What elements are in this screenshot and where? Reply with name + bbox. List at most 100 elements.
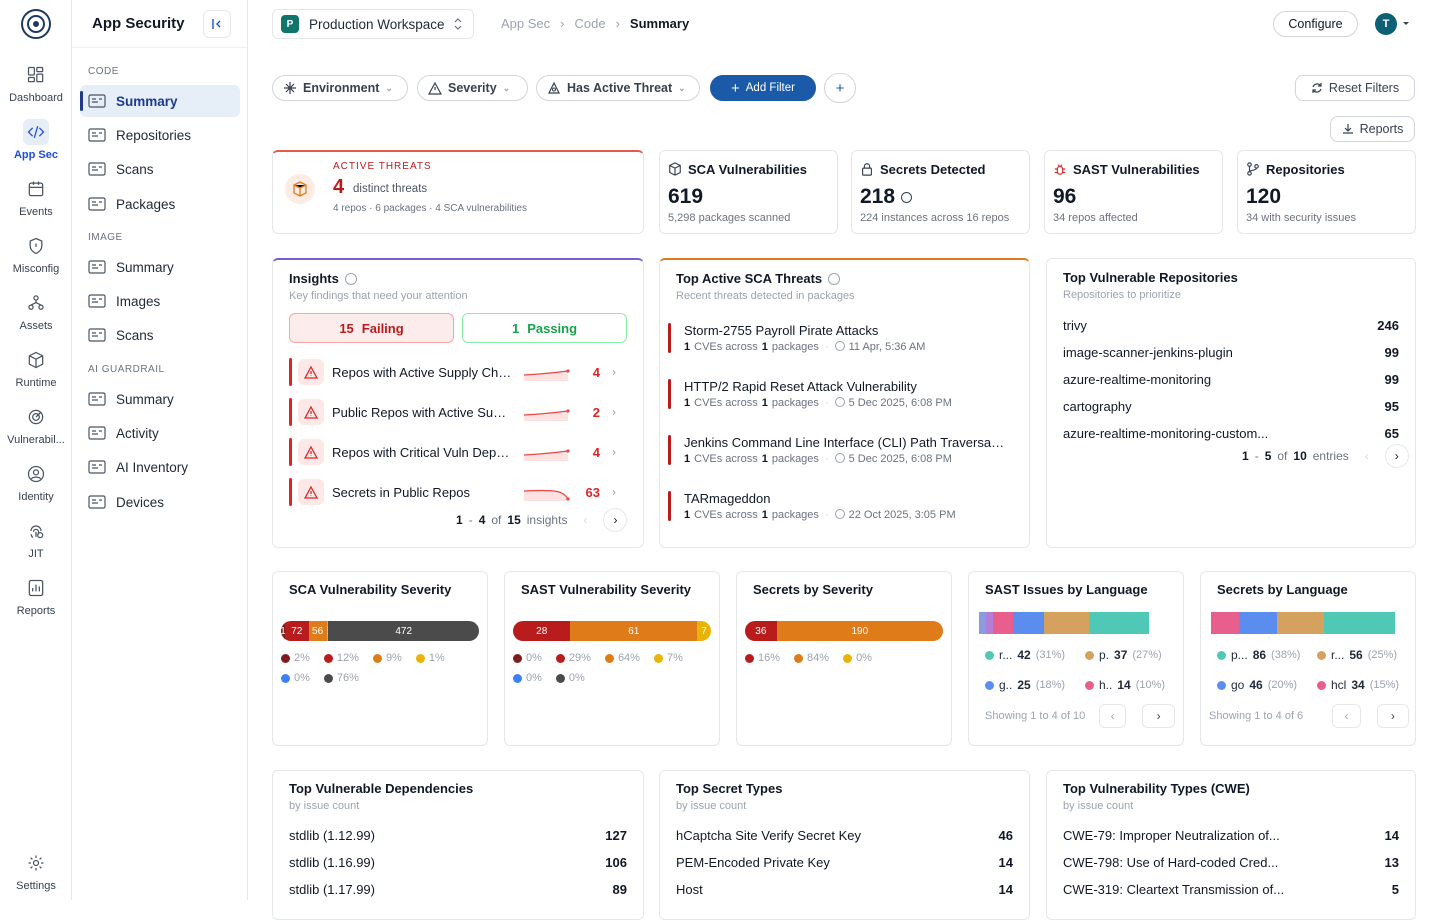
rail-item-events[interactable]: Events (0, 176, 72, 218)
rail-item-runtime[interactable]: Runtime (0, 347, 72, 389)
reports-button[interactable]: Reports (1330, 116, 1415, 142)
collapse-sidebar-button[interactable] (203, 10, 231, 38)
rail-item-misconfig[interactable]: Misconfig (0, 233, 72, 275)
language-segment[interactable] (1276, 612, 1324, 634)
sidebar-item-summary[interactable]: Summary (80, 383, 240, 415)
severity-segment[interactable]: 1 (281, 621, 285, 641)
environment-filter[interactable]: Environment ⌄ (272, 75, 408, 101)
sidebar-item-scans[interactable]: Scans (80, 319, 240, 351)
language-item[interactable]: g.. 25 (18%) (985, 670, 1085, 700)
rail-item-assets[interactable]: Assets (0, 290, 72, 332)
logo-icon[interactable] (20, 8, 52, 40)
passing-tab[interactable]: 1 Passing (462, 313, 627, 343)
sidebar-item-ai-inventory[interactable]: AI Inventory (80, 451, 240, 483)
threat-row[interactable]: Jenkins Command Line Interface (CLI) Pat… (668, 431, 1008, 467)
rail-item-app-sec[interactable]: App Sec (0, 119, 72, 161)
prev-page-icon[interactable]: ‹ (1364, 449, 1369, 463)
threat-row[interactable]: TARmageddon 1 CVEs across 1 packages · 22 Oct … (668, 487, 1008, 523)
language-item[interactable]: h.. 14 (10%) (1085, 670, 1185, 700)
language-segment[interactable] (1043, 612, 1090, 634)
threat-row[interactable]: HTTP/2 Rapid Reset Attack Vulnerability 1… (668, 375, 1008, 411)
language-segment[interactable] (979, 612, 986, 634)
repo-row[interactable]: image-scanner-jenkins-plugin 99 (1063, 345, 1399, 360)
repo-row[interactable]: trivy 246 (1063, 318, 1399, 333)
next-page-icon[interactable]: › (1384, 444, 1409, 468)
insight-row[interactable]: Secrets in Public Repos 63 › (289, 478, 625, 506)
user-avatar[interactable]: T (1375, 13, 1397, 35)
active-threat-filter[interactable]: Has Active Threat ⌄ (536, 75, 700, 101)
severity-segment[interactable]: 6 (326, 621, 329, 641)
list-row[interactable]: hCaptcha Site Verify Secret Key 46 (676, 828, 1013, 843)
list-row[interactable]: stdlib (1.16.99) 106 (289, 855, 627, 870)
language-segment[interactable] (985, 612, 993, 634)
rail-item-settings[interactable]: Settings (0, 850, 72, 892)
language-item[interactable]: p... 86 (38%) (1217, 640, 1317, 670)
language-segment[interactable] (1211, 612, 1240, 634)
rail-item-vulnerabil[interactable]: Vulnerabil... (0, 404, 72, 446)
severity-segment[interactable]: 72 (284, 621, 309, 641)
rail-item-jit[interactable]: JIT (0, 518, 72, 560)
active-threats-card[interactable]: ACTIVE THREATS 4 distinct threats 4 repo… (272, 150, 644, 234)
add-filter-button[interactable]: + Add Filter (710, 75, 816, 101)
list-row[interactable]: CWE-798: Use of Hard-coded Cred... 13 (1063, 855, 1399, 870)
severity-segment[interactable]: 7 (697, 621, 711, 641)
language-item[interactable]: r... 42 (31%) (985, 640, 1085, 670)
rail-item-reports[interactable]: Reports (0, 575, 72, 617)
severity-segment[interactable]: 472 (328, 621, 479, 641)
next-page-icon[interactable]: › (603, 508, 628, 532)
language-item[interactable]: hcl 34 (15%) (1317, 670, 1417, 700)
user-menu-chevron-icon[interactable] (1402, 21, 1410, 27)
failing-tab[interactable]: 15 Failing (289, 313, 454, 343)
list-row[interactable]: Host 14 (676, 882, 1013, 897)
sidebar-item-summary[interactable]: Summary (80, 251, 240, 283)
sidebar-item-scans[interactable]: Scans (80, 153, 240, 185)
sidebar-item-activity[interactable]: Activity (80, 417, 240, 449)
prev-page-button[interactable]: ‹ (1332, 704, 1361, 728)
workspace-selector[interactable]: P Production Workspace (272, 9, 474, 39)
reset-filters-button[interactable]: Reset Filters (1295, 75, 1415, 101)
list-row[interactable]: PEM-Encoded Private Key 14 (676, 855, 1013, 870)
stat-card-sast-vulnerabilities[interactable]: SAST Vulnerabilities 96 34 repos affected (1044, 150, 1223, 234)
quick-add-button[interactable]: + (824, 73, 856, 103)
language-item[interactable]: go 46 (20%) (1217, 670, 1317, 700)
stat-card-sca-vulnerabilities[interactable]: SCA Vulnerabilities 619 5,298 packages sca… (659, 150, 838, 234)
sidebar-item-devices[interactable]: Devices (80, 486, 240, 518)
sidebar-item-summary[interactable]: Summary (80, 85, 240, 117)
severity-filter[interactable]: Severity ⌄ (417, 75, 528, 101)
crumb-app-sec[interactable]: App Sec (501, 16, 551, 31)
repo-row[interactable]: cartography 95 (1063, 399, 1399, 414)
prev-page-icon[interactable]: ‹ (583, 513, 588, 527)
configure-button[interactable]: Configure (1273, 11, 1358, 37)
list-row[interactable]: CWE-319: Cleartext Transmission of... 5 (1063, 882, 1399, 897)
list-row[interactable]: stdlib (1.12.99) 127 (289, 828, 627, 843)
info-icon[interactable] (901, 191, 913, 203)
sidebar-item-packages[interactable]: Packages (80, 188, 240, 220)
repo-row[interactable]: azure-realtime-monitoring 99 (1063, 372, 1399, 387)
list-row[interactable]: stdlib (1.17.99) 89 (289, 882, 627, 897)
stat-card-secrets-detected[interactable]: Secrets Detected 218 224 instances across … (851, 150, 1030, 234)
language-item[interactable]: p. 37 (27%) (1085, 640, 1185, 670)
rail-item-dashboard[interactable]: Dashboard (0, 62, 72, 104)
language-segment[interactable] (1089, 612, 1149, 634)
threat-row[interactable]: Storm-2755 Payroll Pirate Attacks 1 CVEs a… (668, 319, 1008, 355)
prev-page-button[interactable]: ‹ (1099, 704, 1127, 728)
next-page-button[interactable]: › (1142, 704, 1175, 728)
language-segment[interactable] (1239, 612, 1277, 634)
severity-segment[interactable]: 190 (776, 621, 943, 641)
language-segment[interactable] (1323, 612, 1395, 634)
language-item[interactable]: r... 56 (25%) (1317, 640, 1417, 670)
rail-item-identity[interactable]: Identity (0, 461, 72, 503)
severity-segment[interactable]: 28 (513, 621, 571, 641)
language-segment[interactable] (1012, 612, 1044, 634)
info-icon[interactable] (828, 272, 841, 285)
insight-row[interactable]: Repos with Critical Vuln Dependencies 4 › (289, 438, 625, 466)
info-icon[interactable] (344, 272, 357, 285)
crumb-code[interactable]: Code (574, 16, 606, 31)
insight-row[interactable]: Repos with Active Supply Chain Threats 4 › (289, 358, 625, 386)
sidebar-item-images[interactable]: Images (80, 285, 240, 317)
repo-row[interactable]: azure-realtime-monitoring-custom... 65 (1063, 426, 1399, 441)
next-page-button[interactable]: › (1376, 704, 1410, 728)
language-segment[interactable] (992, 612, 1013, 634)
stat-card-repositories[interactable]: Repositories 120 34 with security issues (1237, 150, 1416, 234)
severity-segment[interactable]: 61 (570, 621, 698, 641)
